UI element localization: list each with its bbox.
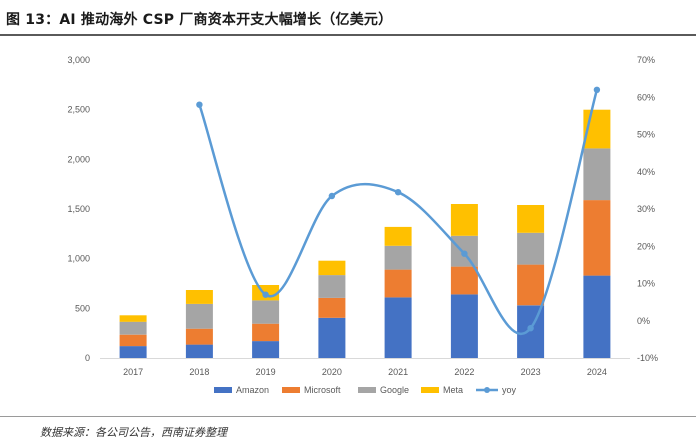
bar-microsoft-2018 [185,328,213,345]
figure-title: 图 13：AI 推动海外 CSP 厂商资本开支大幅增长（亿美元） [6,12,393,28]
x-tick-label: 2023 [521,367,541,377]
bar-google-2019 [252,300,280,324]
legend-label-microsoft: Microsoft [304,385,341,395]
yoy-line-series [196,86,601,336]
left-tick-label: 2,000 [67,154,90,164]
left-tick-label: 3,000 [67,55,90,65]
x-tick-label: 2018 [189,367,209,377]
legend-label-yoy: yoy [502,385,517,395]
bar-google-2021 [384,245,412,270]
bar-microsoft-2023 [517,264,545,306]
x-tick-label: 2024 [587,367,607,377]
bar-google-2020 [318,275,346,298]
bar-meta-2018 [185,290,213,304]
yoy-point [527,325,534,332]
right-tick-label: -10% [637,353,658,363]
legend-label-google: Google [380,385,409,395]
left-tick-label: 500 [75,303,90,313]
bar-google-2023 [517,232,545,265]
left-axis-ticks: 0 500 1,000 1,500 2,000 2,500 3,000 [67,55,90,363]
right-tick-label: 60% [637,92,655,102]
right-tick-label: 50% [637,130,655,140]
legend-label-amazon: Amazon [236,385,269,395]
bar-google-2024 [583,148,611,201]
bar-microsoft-2024 [583,200,611,276]
bar-amazon-2022 [450,294,478,358]
x-tick-label: 2017 [123,367,143,377]
bar-amazon-2017 [119,346,147,358]
title-rule [0,34,696,36]
bar-amazon-2019 [252,341,280,358]
x-tick-label: 2022 [454,367,474,377]
bar-series [119,109,611,358]
bar-microsoft-2017 [119,334,147,347]
x-tick-label: 2019 [256,367,276,377]
bar-amazon-2020 [318,317,346,358]
legend-swatch-yoy-point [484,387,490,393]
left-tick-label: 1,500 [67,204,90,214]
yoy-point [196,101,203,108]
right-tick-label: 20% [637,241,655,251]
right-tick-label: 70% [637,55,655,65]
right-tick-label: 40% [637,167,655,177]
bar-amazon-2021 [384,297,412,358]
legend: Amazon Microsoft Google Meta yoy [214,385,517,395]
bar-microsoft-2020 [318,297,346,318]
legend-swatch-google [358,387,376,393]
bar-amazon-2023 [517,305,545,358]
yoy-point [328,192,336,200]
right-axis-ticks: -10% 0% 10% 20% 30% 40% 50% 60% 70% [637,55,658,363]
legend-swatch-amazon [214,387,232,393]
left-tick-label: 0 [85,353,90,363]
bar-microsoft-2022 [450,266,478,295]
yoy-point [262,291,269,298]
left-tick-label: 1,000 [67,254,90,264]
right-tick-label: 0% [637,316,650,326]
capex-chart: 0 500 1,000 1,500 2,000 2,500 3,000 -10% 0% 10% 2… [67,55,658,395]
bar-microsoft-2021 [384,269,412,298]
bar-amazon-2024 [583,275,611,358]
yoy-point [461,250,468,257]
yoy-point [593,86,601,93]
bar-meta-2023 [517,205,545,233]
bar-google-2017 [119,321,147,335]
bar-microsoft-2019 [252,323,280,342]
bar-google-2018 [185,303,213,329]
left-tick-label: 2,500 [67,105,90,115]
footer-rule [0,416,696,417]
right-tick-label: 10% [637,279,655,289]
legend-label-meta: Meta [443,385,463,395]
title-bar: 图 13：AI 推动海外 CSP 厂商资本开支大幅增长（亿美元） [0,0,696,36]
bar-meta-2022 [450,204,478,236]
x-tick-label: 2020 [322,367,342,377]
bar-amazon-2018 [185,344,213,358]
bar-meta-2021 [384,226,412,246]
x-tick-label: 2021 [388,367,408,377]
bar-meta-2017 [119,315,147,322]
legend-swatch-meta [421,387,439,393]
yoy-point [394,189,402,196]
legend-swatch-microsoft [282,387,300,393]
source-note: 数据来源：各公司公告，西南证券整理 [40,426,227,439]
bar-meta-2020 [318,260,346,276]
right-tick-label: 30% [637,204,655,214]
x-axis-ticks: 2017 2018 2019 2020 2021 2022 2023 2024 [123,367,607,377]
